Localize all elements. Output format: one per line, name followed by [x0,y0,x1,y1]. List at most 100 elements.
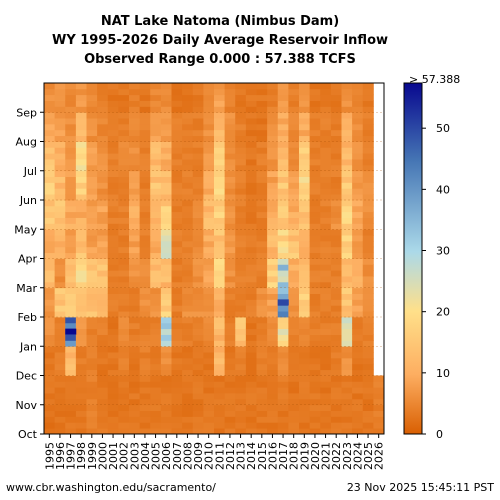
heat-cell-2007-Jul [171,153,183,160]
heat-cell-1997-Jan [65,334,77,341]
heat-cell-2001-Sep [107,88,119,96]
heat-cell-2024-Mar [352,276,364,283]
heat-cell-2004-Oct [139,416,151,423]
heat-cell-1998-Mar [75,281,87,289]
heat-cell-2000-Dec [97,357,109,365]
heat-cell-2006-Aug [160,118,172,125]
heat-cell-2021-Nov [320,398,332,406]
heat-cell-2021-Apr [320,246,332,254]
heat-cell-2007-Oct [171,422,183,429]
heat-cell-1995-Sep [44,94,56,101]
heat-cell-2008-Jul [182,147,194,154]
heat-cell-2003-Jun [129,176,141,183]
heat-cell-1999-Jul [86,164,98,172]
heat-cell-2005-Apr [150,252,162,259]
heat-cell-2024-Mar [352,281,364,289]
heat-cell-1999-Aug [86,129,98,137]
heat-cell-2003-Jul [129,164,141,172]
heat-cell-1998-Apr [75,229,87,236]
heat-cell-2003-May [129,217,141,224]
heat-cell-2012-Dec [224,363,236,371]
heat-cell-1995-Nov [44,375,56,382]
heat-cell-2020-Apr [309,235,321,242]
heat-cell-2005-Nov [150,393,162,400]
heat-cell-2014-Mar [245,276,257,283]
heat-cell-2023-Jun [341,182,353,189]
heat-cell-2001-Dec [107,346,119,353]
heat-cell-2011-Nov [214,393,226,400]
heat-cell-1996-Mar [54,270,66,277]
heat-cell-1995-May [44,223,56,230]
heat-cell-2024-Jun [352,170,364,177]
heat-cell-2006-Apr [160,252,172,259]
heat-cell-2013-Dec [235,346,247,353]
heat-cell-2019-Sep [299,83,311,90]
heat-cell-2018-Dec [288,369,300,376]
heat-cell-2021-Oct [320,416,332,423]
heat-cell-2006-May [160,205,172,213]
heat-cell-2010-Jan [203,340,215,347]
heat-cell-2016-Nov [267,381,279,388]
heat-cell-2011-Dec [214,352,226,359]
heat-cell-2002-May [118,223,130,230]
heat-cell-2019-Feb [299,287,311,294]
heat-cell-2006-Sep [160,100,172,107]
heat-cell-2007-Feb [171,311,183,318]
heat-cell-2009-Apr [192,252,204,259]
heat-cell-1995-Jan [44,328,56,335]
heat-cell-2009-Jul [192,141,204,148]
heat-cell-1996-Jun [54,176,66,183]
heat-cell-2006-Jun [160,170,172,177]
heat-cell-2010-Jul [203,159,215,166]
heat-cell-1998-Aug [75,135,87,142]
heat-cell-2012-Jan [224,317,236,324]
heat-cell-2002-Mar [118,276,130,283]
heat-cell-2025-Mar [362,258,374,265]
heat-cell-2017-Jul [277,141,289,148]
heat-cell-1998-Jul [75,141,87,148]
heat-cell-2021-Feb [320,311,332,318]
heat-cell-2023-Jun [341,170,353,177]
heat-cell-2002-Jul [118,147,130,154]
heat-cell-2009-Oct [192,404,204,411]
heat-cell-2024-Apr [352,235,364,242]
heat-cell-2020-Dec [309,369,321,376]
heat-cell-1995-Aug [44,112,56,119]
heat-cell-2010-Mar [203,264,215,271]
heat-cell-2020-Oct [309,404,321,411]
heat-cell-2004-Mar [139,270,151,277]
heat-cell-2018-Sep [288,100,300,107]
x-tick-label-2022: 2022 [330,442,343,470]
heat-cell-2021-Jul [320,159,332,166]
heat-cell-2016-Oct [267,428,279,435]
heat-cell-2023-Jul [341,164,353,172]
heat-cell-2023-Apr [341,229,353,236]
heat-cell-1996-Dec [54,346,66,353]
heat-cell-2021-May [320,211,332,218]
heat-cell-2006-Aug [160,129,172,137]
heat-cell-2018-Jun [288,176,300,183]
heat-cell-2011-Mar [214,281,226,289]
heat-cell-2010-Jan [203,317,215,324]
heat-cell-1995-May [44,211,56,218]
heat-cell-2025-May [362,223,374,230]
heat-cell-2006-Apr [160,246,172,254]
heat-cell-2010-Dec [203,352,215,359]
heat-cell-2014-May [245,200,257,207]
heat-cell-2015-Oct [256,416,268,423]
heat-cell-2015-May [256,217,268,224]
heat-cell-2016-May [267,200,279,207]
heat-cell-2004-Jul [139,164,151,172]
heat-cell-2000-Mar [97,276,109,283]
heat-cell-2007-Mar [171,281,183,289]
heat-cell-2013-Dec [235,369,247,376]
heat-cell-1995-Aug [44,129,56,137]
heat-cell-1999-Nov [86,375,98,382]
heat-cell-2011-Jan [214,317,226,324]
heat-cell-1996-Feb [54,305,66,312]
heat-cell-2013-Dec [235,357,247,365]
heat-cell-2003-Dec [129,346,141,353]
heat-cell-2009-Sep [192,83,204,90]
heat-cell-2024-Apr [352,252,364,259]
